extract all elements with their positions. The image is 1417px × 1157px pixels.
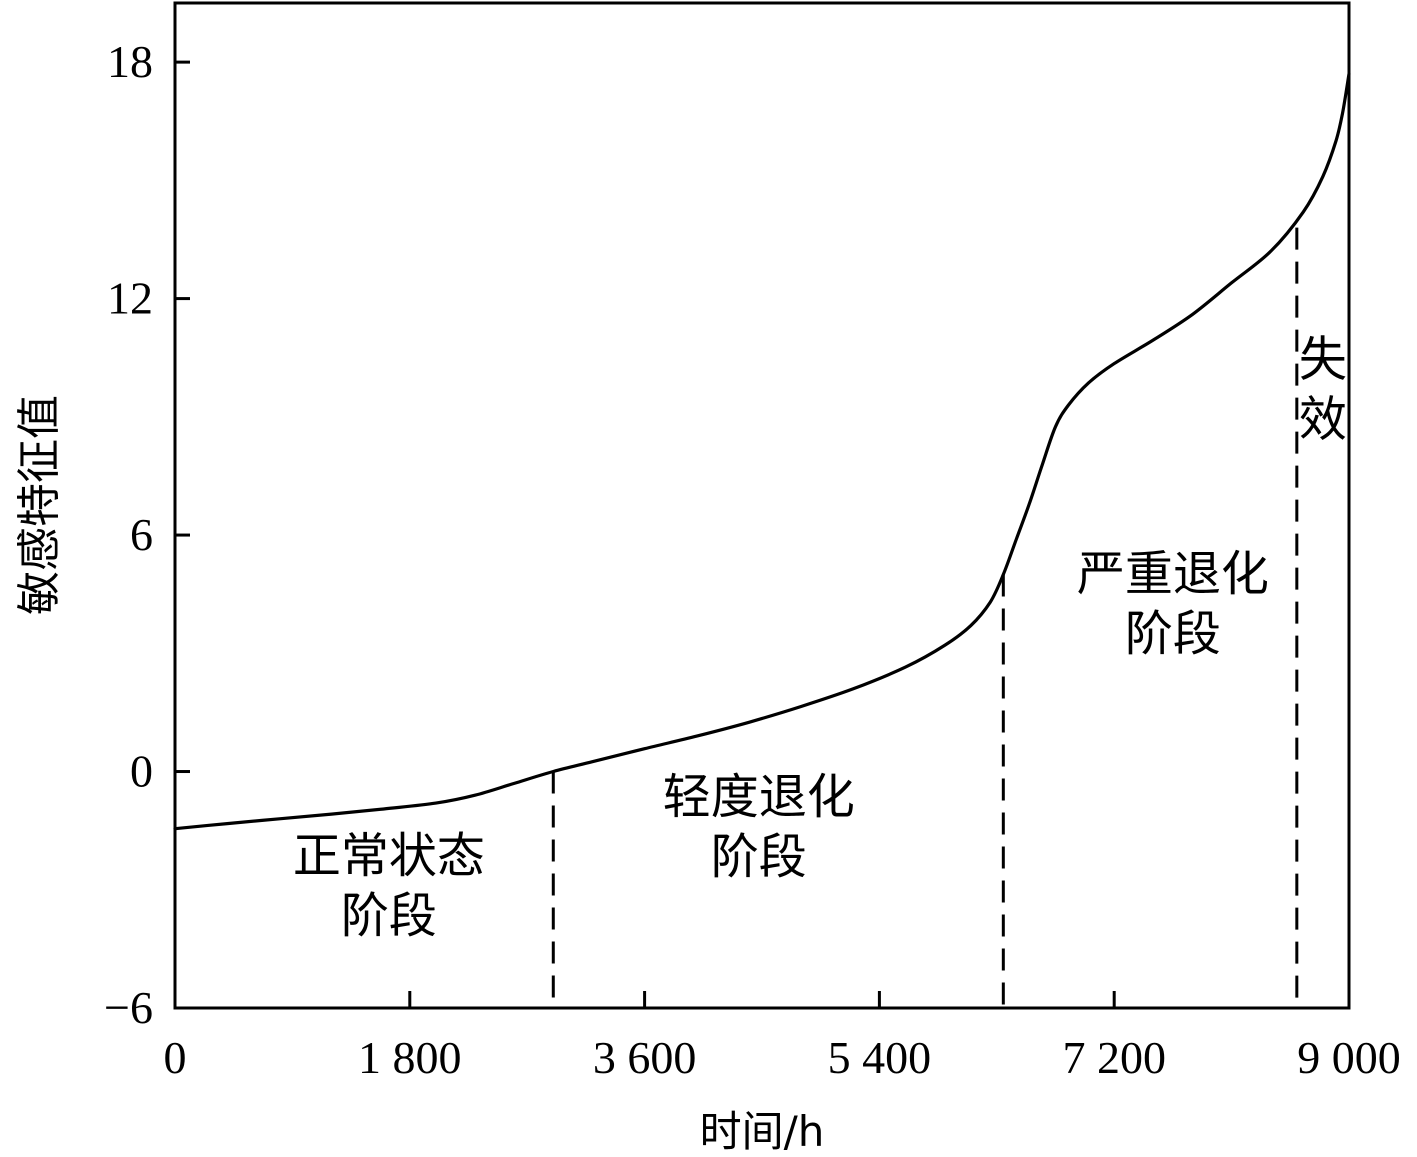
stage-annotation-text: 失	[1299, 331, 1347, 387]
x-tick-label: 9 000	[1297, 1032, 1401, 1083]
stage-annotation-text: 轻度退化	[663, 769, 855, 825]
y-tick-label: −6	[104, 982, 153, 1033]
x-tick-label: 3 600	[593, 1032, 697, 1083]
x-axis-label: 时间/h	[700, 1107, 825, 1156]
data-line	[173, 72, 1351, 831]
x-axis-ticks: 0 1 800 3 600 5 400 7 200 9 000	[164, 991, 1401, 1083]
stage-annotation-text: 阶段	[341, 888, 437, 944]
y-axis-ticks: −6 0 6 12 18	[104, 36, 190, 1033]
plot-frame	[173, 1, 1351, 1010]
x-tick-label: 1 800	[358, 1032, 462, 1083]
y-tick-label: 6	[130, 509, 153, 560]
stage-annotation-text: 阶段	[711, 829, 807, 885]
y-tick-label: 0	[130, 746, 153, 797]
y-tick-label: 12	[107, 273, 153, 324]
stage-boundaries	[551, 227, 1299, 1008]
stage-annotation-text: 效	[1299, 391, 1347, 447]
stage-annotation-text: 严重退化	[1077, 546, 1269, 602]
stage-annotation-text: 正常状态	[293, 828, 485, 884]
x-tick-label: 0	[164, 1032, 187, 1083]
y-axis-label: 敏感特征值	[14, 395, 65, 615]
stage-annotation-text: 阶段	[1125, 606, 1221, 662]
x-tick-label: 5 400	[828, 1032, 932, 1083]
y-tick-label: 18	[107, 36, 153, 87]
x-tick-label: 7 200	[1062, 1032, 1166, 1083]
